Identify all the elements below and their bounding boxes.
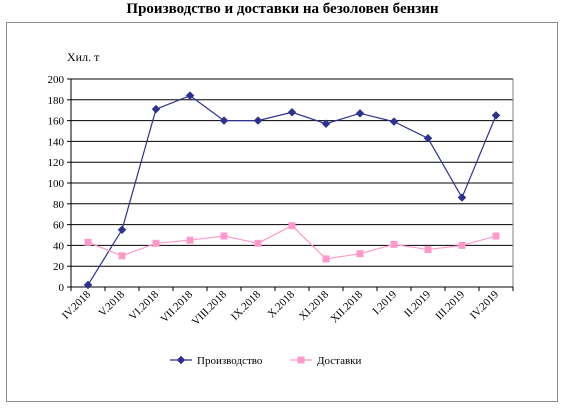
- data-point: [117, 225, 127, 235]
- data-point: [458, 241, 466, 249]
- legend-marker: [297, 356, 305, 364]
- x-tick-label: X.2018: [266, 288, 298, 320]
- data-point: [220, 232, 228, 240]
- data-point: [219, 116, 229, 125]
- x-tick-label: XI.2018: [297, 288, 332, 323]
- axes: [67, 78, 514, 291]
- data-point: [287, 107, 297, 117]
- series-line: [87, 94, 497, 286]
- x-tick-label: III.2019: [433, 288, 467, 322]
- data-point: [186, 236, 194, 244]
- data-point: [457, 193, 467, 202]
- x-tick-label: I.2019: [371, 288, 400, 317]
- x-tick-label: VIII.2018: [190, 288, 230, 328]
- x-tick-label: IV.2019: [468, 288, 502, 322]
- data-point: [355, 108, 365, 118]
- legend: Производство Доставки: [170, 355, 362, 367]
- data-point: [424, 246, 432, 254]
- data-point: [254, 239, 262, 247]
- x-tick-label: II.2019: [402, 288, 434, 320]
- y-tick-label: 200: [48, 74, 65, 86]
- data-point: [321, 119, 331, 129]
- y-tick-label: 120: [48, 157, 65, 169]
- x-tick-label: IX.2018: [229, 288, 264, 323]
- gridlines: [71, 78, 513, 267]
- y-tick-label: 160: [48, 116, 65, 128]
- x-tick-label: V.2018: [97, 288, 128, 319]
- data-point: [118, 252, 126, 260]
- data-point: [288, 222, 296, 230]
- data-point: [390, 240, 398, 248]
- x-tick-label: XII.2018: [328, 288, 365, 325]
- y-tick-label: 60: [53, 220, 65, 232]
- data-point: [423, 133, 433, 143]
- chart-title: Производство и доставки на безоловен бен…: [126, 1, 439, 17]
- legend-label: Производство: [197, 355, 263, 367]
- y-tick-label: 0: [59, 282, 65, 294]
- data-point: [492, 232, 500, 240]
- data-point: [356, 250, 364, 258]
- data-point: [84, 238, 92, 246]
- y-axis-label: Хил. т: [67, 50, 100, 64]
- x-tick-label: VI.2018: [127, 288, 162, 323]
- chart-frame: [6, 22, 558, 402]
- series-line: [87, 224, 497, 260]
- data-point: [152, 239, 160, 247]
- y-tick-labels: 0 20 40 60 80 100 120 140 160 180 200: [48, 74, 65, 294]
- y-tick-label: 100: [48, 178, 65, 190]
- y-tick-label: 140: [48, 136, 65, 148]
- data-point: [389, 117, 399, 126]
- legend-label: Доставки: [317, 355, 362, 367]
- data-point: [491, 111, 501, 120]
- y-tick-label: 40: [53, 240, 65, 252]
- series-group: [83, 91, 501, 290]
- x-tick-label: IV.2018: [60, 288, 94, 322]
- y-tick-label: 180: [48, 95, 65, 107]
- y-tick-label: 80: [53, 199, 65, 211]
- data-point: [151, 104, 161, 114]
- data-point: [322, 255, 330, 263]
- data-point: [185, 91, 195, 100]
- data-point: [253, 116, 263, 125]
- data-point: [83, 280, 93, 290]
- y-tick-label: 20: [53, 261, 65, 273]
- legend-marker: [176, 355, 186, 365]
